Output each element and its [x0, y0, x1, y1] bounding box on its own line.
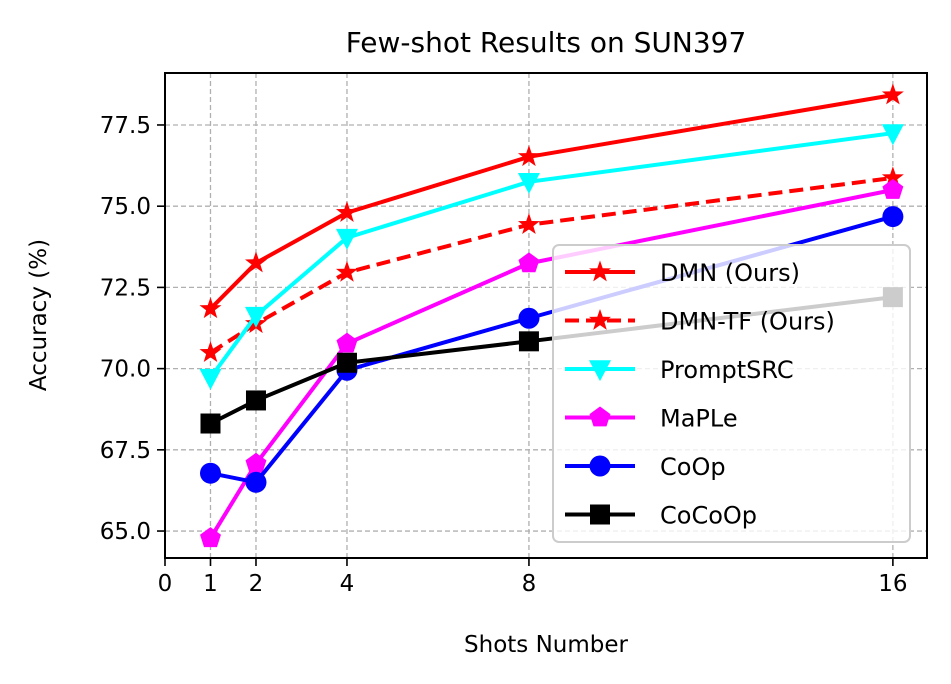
x-tick-label: 8	[522, 571, 537, 597]
star-marker	[517, 145, 540, 167]
square-marker	[200, 413, 221, 434]
legend-label: MaPLe	[660, 405, 738, 433]
chart-title: Few-shot Results on SUN397	[346, 26, 747, 59]
y-tick-label: 67.5	[100, 438, 151, 464]
star-marker	[245, 251, 267, 273]
star-marker	[517, 213, 540, 235]
y-tick-label: 70.0	[100, 357, 151, 383]
star-marker	[335, 201, 358, 223]
square-marker	[336, 352, 357, 373]
star-marker	[589, 260, 611, 282]
ticks: 0 1 2 4 8 16 65.0 67.5 70.0 72.5 75.0 77.5	[100, 113, 908, 597]
x-axis-label: Shots Number	[464, 632, 628, 658]
square-marker	[590, 504, 610, 525]
star-marker	[199, 341, 222, 363]
star-marker	[881, 83, 904, 105]
triangle-marker	[881, 124, 904, 146]
legend-label: DMN (Ours)	[660, 259, 800, 287]
legend-item: CoCoOp	[565, 502, 757, 530]
legend-box	[552, 244, 911, 543]
circle-marker	[518, 307, 540, 329]
x-tick-label: 1	[203, 571, 218, 597]
square-marker	[245, 390, 266, 411]
circle-marker	[882, 206, 904, 228]
y-axis-label: Accuracy (%)	[26, 239, 52, 391]
legend-label: CoCoOp	[660, 502, 757, 530]
star-marker	[881, 166, 904, 188]
legend-item: MaPLe	[565, 405, 738, 433]
legend-label: DMN-TF (Ours)	[660, 308, 835, 336]
plot-frame	[164, 72, 928, 559]
y-tick-label: 77.5	[100, 113, 151, 139]
series-promptsrc	[199, 124, 904, 390]
legend: DMN (Ours) DMN-TF (Ours) PromptSRC MaPLe CoO…	[552, 244, 911, 543]
circle-marker	[589, 455, 611, 477]
x-tick-label: 0	[158, 571, 173, 597]
triangle-marker	[517, 173, 540, 194]
pentagon-marker	[518, 252, 540, 273]
triangle-marker	[244, 306, 267, 328]
legend-item: DMN (Ours)	[565, 259, 800, 287]
series-dmn-ours	[199, 83, 904, 319]
x-tick-label: 16	[878, 571, 907, 597]
y-tick-label: 75.0	[100, 194, 151, 220]
legend-item: PromptSRC	[565, 356, 794, 384]
pentagon-marker	[200, 527, 221, 548]
legend-item: CoOp	[565, 453, 726, 481]
y-tick-label: 72.5	[100, 275, 151, 301]
circle-marker	[245, 471, 267, 493]
legend-label: PromptSRC	[660, 356, 794, 384]
triangle-marker	[199, 368, 222, 390]
legend-item: DMN-TF (Ours)	[565, 308, 835, 336]
triangle-marker	[589, 360, 611, 382]
circle-marker	[199, 462, 221, 484]
y-tick-label: 65.0	[100, 519, 151, 545]
legend-label: CoOp	[660, 453, 726, 481]
star-marker	[335, 260, 358, 282]
series-maple	[200, 178, 904, 548]
series-group	[199, 83, 904, 548]
pentagon-marker	[589, 406, 611, 427]
star-marker	[199, 297, 222, 319]
pentagon-marker	[882, 178, 904, 199]
star-marker	[589, 308, 611, 330]
x-tick-label: 2	[249, 571, 264, 597]
pentagon-marker	[245, 452, 267, 473]
x-tick-label: 4	[340, 571, 355, 597]
square-marker	[518, 331, 539, 352]
pentagon-marker	[336, 332, 358, 353]
triangle-marker	[335, 228, 358, 250]
